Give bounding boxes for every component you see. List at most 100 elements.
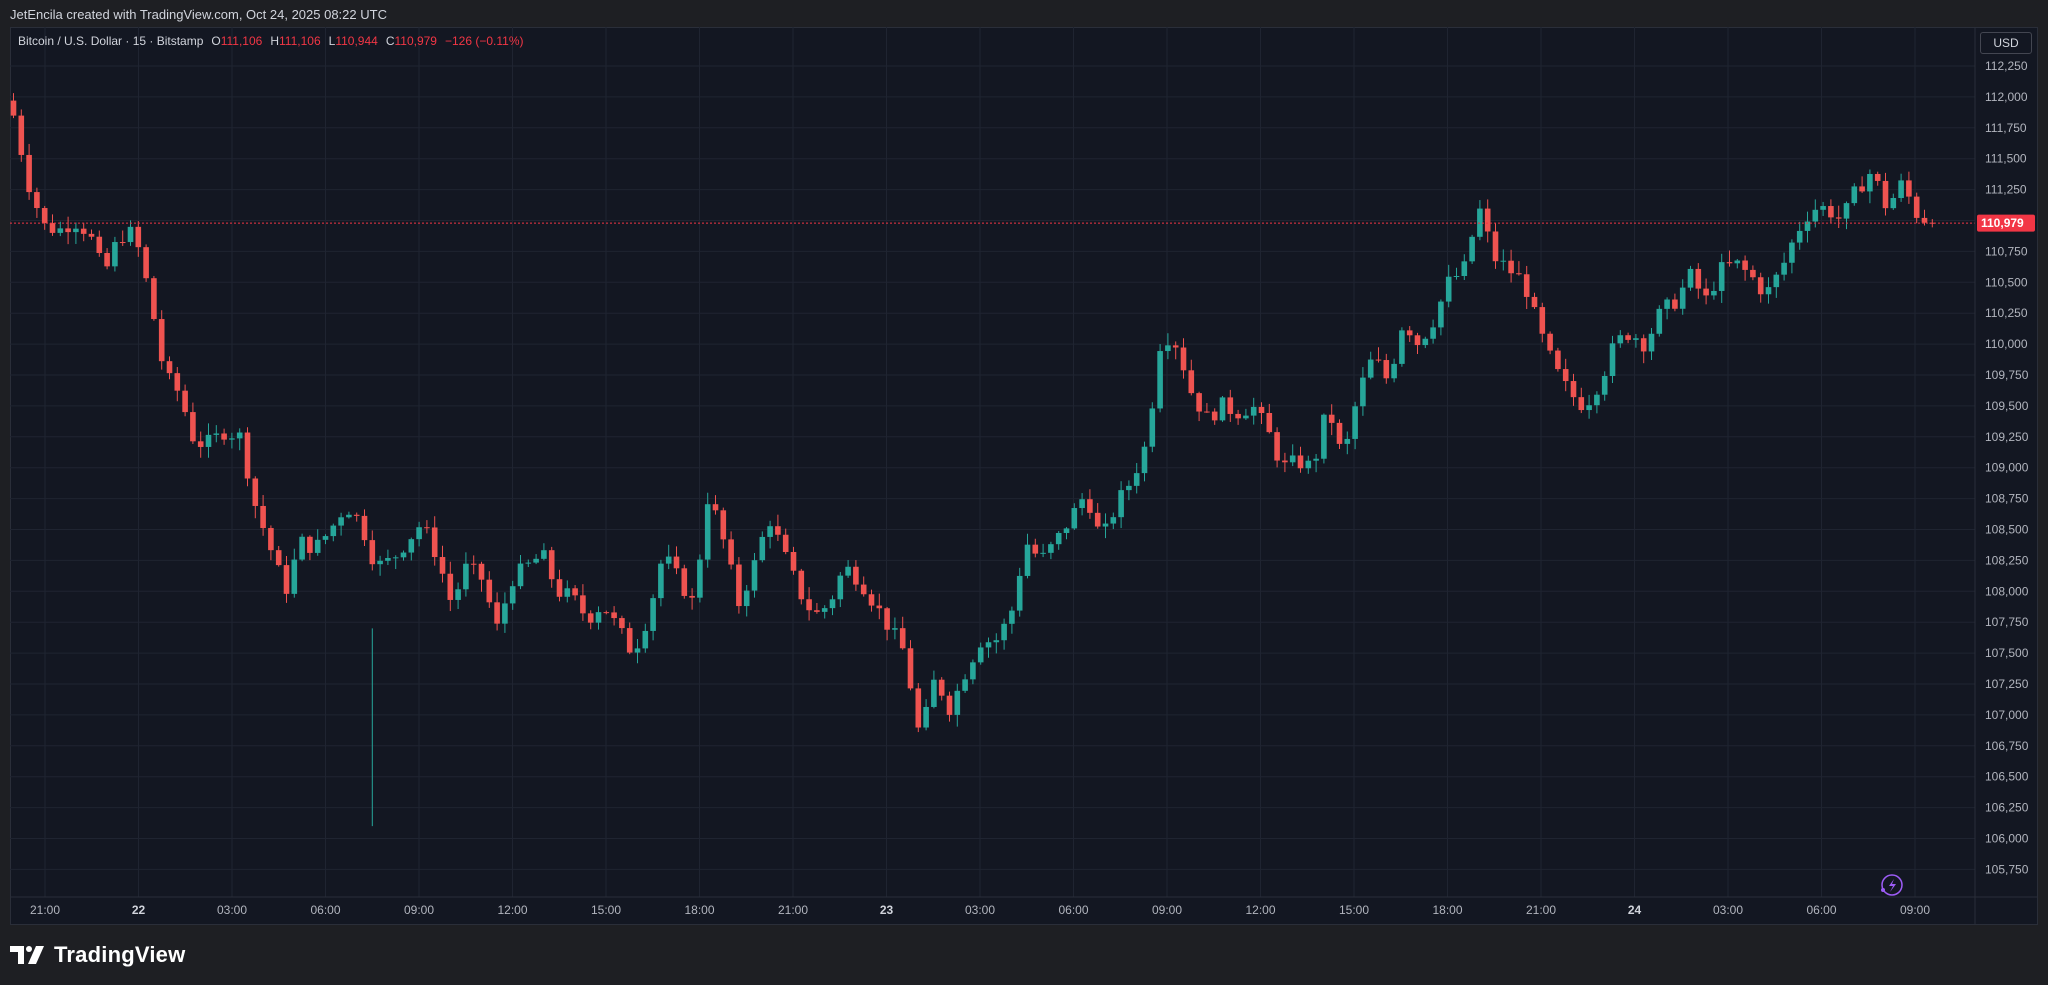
candle-body	[1929, 222, 1936, 224]
candle-body	[720, 510, 727, 540]
candle-body	[1422, 338, 1429, 346]
candle-body	[1695, 268, 1702, 289]
candles	[10, 93, 1936, 827]
candle-body	[1555, 350, 1561, 370]
candle-body	[1196, 393, 1202, 412]
lightning-icon[interactable]	[1881, 874, 1903, 896]
candle-body	[899, 628, 906, 649]
candle-body	[431, 527, 438, 558]
price-tick-label: 109,750	[1985, 368, 2029, 382]
candle-body	[1243, 415, 1249, 419]
candle-body	[892, 628, 898, 630]
candle-body	[782, 534, 789, 552]
candle-body	[1344, 438, 1351, 444]
candle-body	[1087, 499, 1093, 513]
time-tick-label: 12:00	[1245, 903, 1275, 917]
low-label: L	[328, 34, 336, 48]
price-tick-label: 108,500	[1985, 523, 2029, 537]
candle-body	[127, 226, 134, 243]
candle-body	[1726, 262, 1733, 264]
candle-body	[1757, 277, 1764, 295]
price-tick-label: 110,500	[1985, 275, 2028, 289]
high-label: H	[270, 34, 280, 48]
candle-body	[1906, 180, 1912, 197]
candle-body	[868, 594, 875, 606]
candle-body	[884, 608, 890, 630]
candle-body	[1750, 269, 1756, 278]
candle-body	[1071, 508, 1078, 529]
candle-body	[1102, 523, 1109, 527]
candle-body	[1297, 455, 1304, 469]
candle-body	[712, 504, 719, 511]
open-label: O	[211, 34, 221, 48]
candle-body	[88, 233, 95, 237]
candle-body	[798, 570, 805, 600]
tradingview-brand[interactable]: TradingView	[10, 942, 185, 968]
candle-body	[1289, 455, 1296, 463]
candle-body	[1539, 307, 1546, 334]
candle-body	[1055, 532, 1062, 545]
candle-body	[1133, 473, 1140, 486]
candle-body	[1250, 406, 1257, 416]
price-tick-label: 110,750	[1985, 244, 2028, 258]
candle-body	[322, 536, 329, 540]
candle-body	[915, 688, 922, 728]
candle-body	[751, 560, 758, 591]
chart-credit: JetEncila created with TradingView.com, …	[10, 7, 387, 22]
candle-body	[455, 589, 461, 600]
candle-body	[34, 192, 40, 209]
candle-body	[416, 527, 422, 540]
candlestick-chart[interactable]: 112,250112,000111,750111,500111,250111,0…	[10, 27, 2038, 925]
candle-body	[291, 559, 298, 594]
candle-body	[1835, 217, 1842, 219]
price-tick-label: 106,500	[1985, 770, 2029, 784]
candle-body	[658, 563, 664, 599]
time-tick-label: 06:00	[1806, 903, 1836, 917]
candle-body	[1048, 544, 1054, 553]
candle-body	[1172, 345, 1179, 348]
candle-body	[1375, 359, 1382, 361]
candle-body	[1009, 610, 1015, 624]
candle-body	[1336, 422, 1343, 444]
candle-body	[681, 568, 688, 596]
candle-body	[1711, 290, 1717, 296]
candle-body	[517, 563, 524, 587]
candle-body	[697, 559, 703, 598]
candle-body	[1617, 335, 1624, 344]
symbol-name: Bitcoin / U.S. Dollar · 15 · Bitstamp	[18, 34, 204, 48]
price-tick-label: 108,000	[1985, 584, 2029, 598]
candle-body	[1820, 206, 1826, 210]
candle-body	[353, 514, 360, 516]
candle-body	[1609, 343, 1616, 377]
candle-body	[595, 612, 602, 623]
candle-body	[1438, 301, 1444, 328]
price-tick-label: 111,500	[1985, 152, 2027, 166]
chart-panel[interactable]	[10, 27, 2038, 925]
candle-body	[447, 573, 454, 600]
candle-body	[907, 648, 914, 689]
candle-body	[1453, 275, 1460, 277]
price-tick-label: 107,000	[1985, 708, 2029, 722]
low-value: 110,944	[335, 34, 378, 48]
chart-grid	[10, 27, 1975, 897]
price-tick-label: 107,250	[1985, 677, 2029, 691]
candle-body	[57, 228, 64, 233]
candle-body	[603, 612, 610, 614]
candle-body	[1601, 376, 1608, 395]
currency-button[interactable]: USD	[1980, 32, 2032, 54]
high-value: 111,106	[279, 34, 321, 48]
candle-body	[556, 579, 563, 597]
candle-body	[1898, 180, 1904, 199]
candle-body	[119, 242, 126, 244]
candle-body	[1625, 335, 1631, 340]
candle-body	[1516, 273, 1522, 275]
price-tick-label: 109,500	[1985, 399, 2029, 413]
time-tick-label: 03:00	[1713, 903, 1743, 917]
candle-body	[525, 562, 532, 564]
price-tick-label: 107,500	[1985, 646, 2029, 660]
candle-body	[1796, 230, 1803, 243]
candle-body	[1313, 458, 1319, 461]
candle-body	[1204, 411, 1210, 413]
candle-body	[1648, 333, 1655, 352]
candle-body	[1110, 517, 1117, 524]
